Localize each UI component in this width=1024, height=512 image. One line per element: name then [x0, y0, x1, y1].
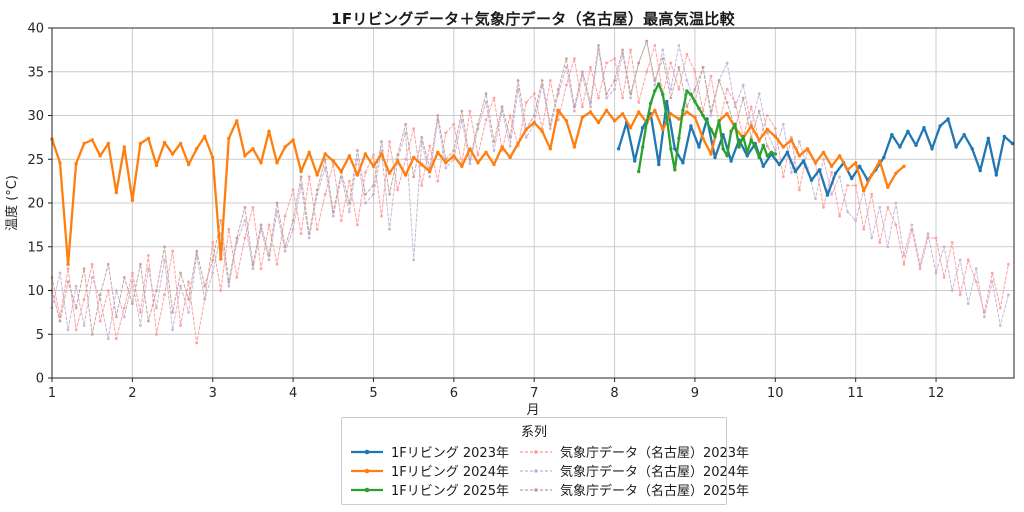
- x-tick-label: 8: [610, 386, 618, 401]
- legend-line-sample: [519, 487, 552, 492]
- series-気象庁データ（名古屋）2024年: [50, 39, 1010, 340]
- y-tick-label: 40: [27, 22, 44, 37]
- legend-title: 系列: [520, 425, 547, 440]
- x-axis-label: 月: [526, 403, 539, 418]
- legend-item: 1Fリビング 2025年: [350, 480, 509, 499]
- legend-item: 気象庁データ（名古屋）2023年: [519, 442, 749, 461]
- x-tick-label: 2: [128, 386, 136, 401]
- legend-item: 気象庁データ（名古屋）2025年: [519, 480, 749, 499]
- legend-line-sample: [351, 468, 383, 473]
- legend-item: 1Fリビング 2023年: [350, 442, 509, 461]
- series-気象庁データ（名古屋）2023年: [50, 44, 1010, 345]
- x-tick-label: 6: [450, 386, 458, 401]
- series-1Fリビング 2023年: [616, 99, 1015, 197]
- x-tick-label: 12: [928, 386, 945, 401]
- legend-item: 気象庁データ（名古屋）2024年: [519, 461, 749, 480]
- legend-label: 気象庁データ（名古屋）2024年: [559, 465, 750, 480]
- legend-label: 気象庁データ（名古屋）2023年: [559, 446, 750, 461]
- legend-label: 気象庁データ（名古屋）2025年: [559, 484, 750, 499]
- x-tick-label: 10: [767, 386, 784, 401]
- legend-item: 1Fリビング 2024年: [350, 461, 509, 480]
- legend-label: 1Fリビング 2024年: [391, 465, 509, 480]
- x-tick-label: 3: [209, 386, 217, 401]
- x-tick-label: 5: [369, 386, 377, 401]
- y-tick-label: 10: [27, 284, 44, 299]
- legend-label: 1Fリビング 2023年: [391, 446, 509, 461]
- y-tick-label: 25: [27, 153, 44, 168]
- series-1Fリビング 2025年: [637, 82, 777, 174]
- x-tick-label: 4: [289, 386, 297, 401]
- data-series: [50, 39, 1015, 345]
- x-tick-label: 7: [530, 386, 538, 401]
- series-気象庁データ（名古屋）2025年: [50, 39, 777, 336]
- x-tick-label: 1: [48, 386, 56, 401]
- legend-items: 1Fリビング 2023年 1Fリビング 2024年 1Fリビング 2025年 気象庁デ…: [350, 442, 749, 499]
- legend-line-sample: [519, 449, 552, 454]
- legend-line-sample: [351, 449, 383, 454]
- legend-line-sample: [519, 468, 552, 473]
- y-tick-label: 30: [27, 109, 44, 124]
- series-1Fリビング 2024年: [50, 108, 906, 266]
- chart-legend: 系列 1Fリビング 2023年 1Fリビング 2024年 1Fリビング 2025年 気…: [341, 417, 749, 505]
- y-tick-label: 20: [27, 197, 44, 212]
- y-tick-label: 5: [36, 328, 44, 343]
- y-tick-label: 0: [36, 372, 44, 387]
- y-axis-label: 温度 (°C): [4, 175, 20, 231]
- x-tick-label: 11: [847, 386, 864, 401]
- y-tick-label: 15: [27, 240, 44, 255]
- legend-label: 1Fリビング 2025年: [391, 484, 509, 499]
- legend-line-sample: [351, 487, 383, 492]
- x-tick-label: 9: [691, 386, 699, 401]
- chart-title: 1Fリビングデータ＋気象庁データ（名古屋）最高気温比較: [331, 10, 735, 28]
- y-tick-label: 35: [27, 65, 44, 80]
